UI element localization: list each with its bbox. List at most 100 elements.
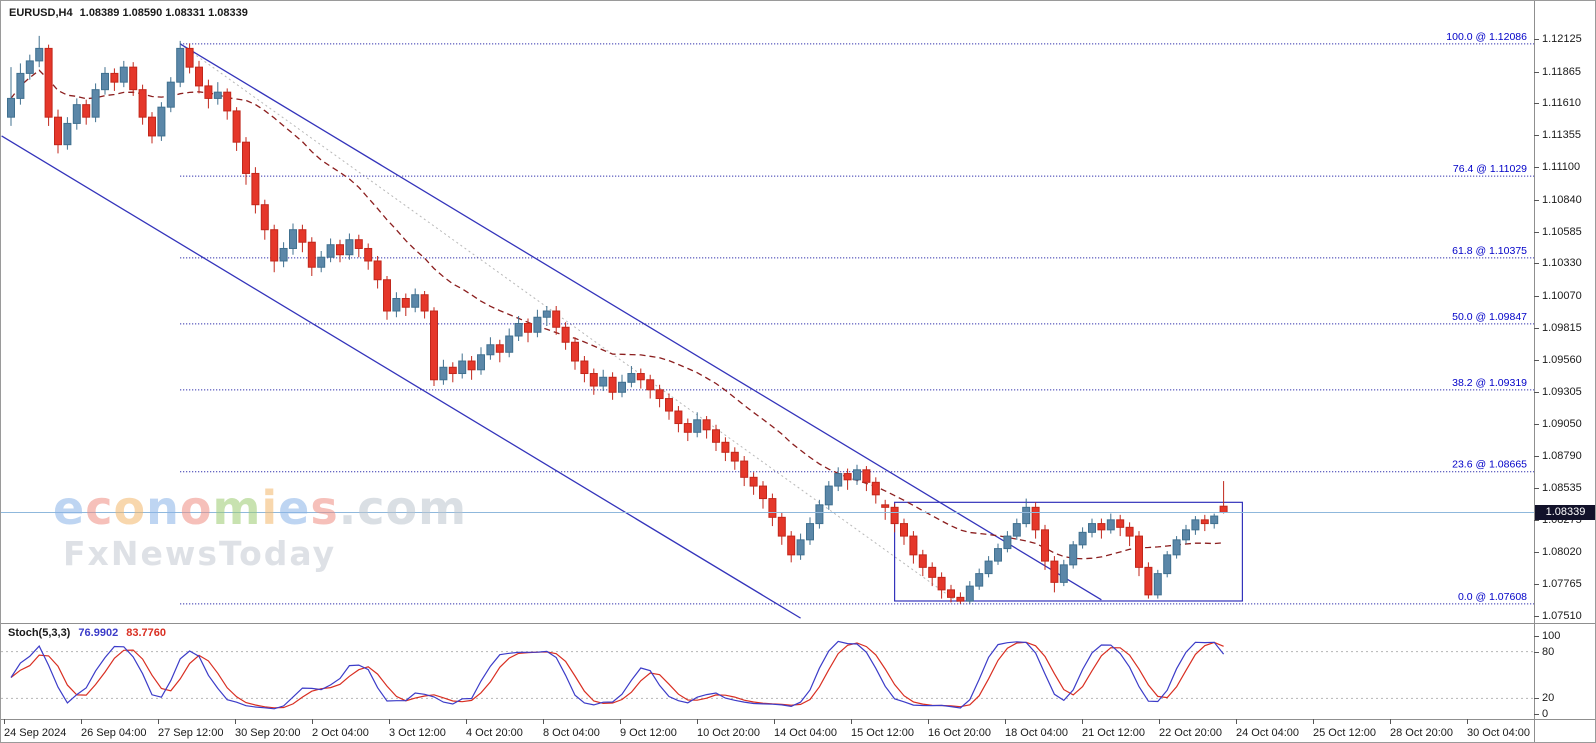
axis-tick xyxy=(543,719,544,724)
axis-tick xyxy=(1534,232,1539,233)
price-axis-label: 1.11610 xyxy=(1542,97,1581,109)
candlestick xyxy=(589,373,598,387)
time-axis-label: 22 Oct 20:00 xyxy=(1159,727,1222,739)
candlestick xyxy=(1219,505,1228,513)
candlestick xyxy=(618,381,626,393)
candlestick xyxy=(242,141,250,174)
candlestick xyxy=(430,310,438,381)
candlestick xyxy=(815,504,824,525)
price-axis-label: 1.09305 xyxy=(1542,386,1582,398)
axis-tick xyxy=(1534,652,1539,653)
axis-tick xyxy=(1534,296,1539,297)
price-axis[interactable]: 1.12125 1.11865 1.11610 1.11355 1.11100 1.108… xyxy=(1534,1,1595,742)
time-axis-label: 21 Oct 12:00 xyxy=(1082,727,1145,739)
candlestick xyxy=(270,229,279,262)
price-axis-label: 1.11865 xyxy=(1542,66,1581,78)
candlestick xyxy=(1106,519,1115,531)
time-axis-label: 27 Sep 12:00 xyxy=(158,727,224,739)
stoch-axis-label: 20 xyxy=(1542,692,1555,704)
candlestick xyxy=(354,239,363,249)
time-axis-label: 10 Oct 20:00 xyxy=(697,727,760,739)
price-axis-label: 1.10330 xyxy=(1542,257,1582,269)
axis-tick xyxy=(158,719,159,724)
axis-tick xyxy=(1534,636,1539,637)
candlestick xyxy=(796,539,805,556)
candlestick xyxy=(16,72,25,99)
axis-tick xyxy=(1534,135,1539,136)
candlestick xyxy=(683,423,692,433)
fib-level-label: 0.0 @ 1.07608 xyxy=(1458,591,1527,603)
time-axis-label: 24 Oct 04:00 xyxy=(1236,727,1299,739)
axis-separator xyxy=(1,719,1595,720)
candlestick xyxy=(787,535,796,556)
candlestick xyxy=(1172,539,1181,556)
price-chart-canvas[interactable]: 100.0 @ 1.12086 76.4 @ 1.11029 61.8 @ 1.10… xyxy=(1,1,1534,623)
fib-level-label: 76.4 @ 1.11029 xyxy=(1453,163,1527,175)
candlestick xyxy=(148,116,156,137)
price-axis-label: 1.11355 xyxy=(1542,129,1581,141)
candlestick xyxy=(298,229,307,243)
current-price-badge: 1.08339 xyxy=(1535,505,1595,520)
axis-tick xyxy=(1313,719,1314,724)
candlestick xyxy=(101,72,109,91)
candlestick xyxy=(1069,544,1078,566)
candlestick xyxy=(505,335,514,353)
candlestick xyxy=(35,47,44,62)
axis-tick xyxy=(81,719,82,724)
price-axis-label: 1.07510 xyxy=(1542,610,1582,622)
price-axis-label: 1.10840 xyxy=(1542,194,1582,206)
stoch-d-value: 83.7760 xyxy=(126,627,167,639)
time-axis-label: 26 Sep 04:00 xyxy=(81,727,147,739)
candlestick xyxy=(1144,566,1153,596)
price-axis-label: 1.10070 xyxy=(1542,290,1582,302)
time-axis[interactable]: 24 Sep 2024 26 Sep 04:00 27 Sep 12:00 30 Se… xyxy=(1,719,1534,742)
axis-tick xyxy=(928,719,929,724)
candlestick xyxy=(533,316,542,333)
axis-tick xyxy=(1534,584,1539,585)
axis-tick xyxy=(1534,167,1539,168)
axis-tick xyxy=(1534,488,1539,489)
candlestick xyxy=(542,310,551,318)
candlestick xyxy=(495,344,504,353)
symbol-timeframe-label: EURUSD,H4 xyxy=(9,7,73,19)
axis-tick xyxy=(312,719,313,724)
axis-tick xyxy=(1534,392,1539,393)
candlestick xyxy=(665,398,673,412)
candlestick xyxy=(373,260,382,281)
time-axis-label: 28 Oct 20:00 xyxy=(1390,727,1453,739)
stoch-axis-label: 100 xyxy=(1542,630,1561,642)
axis-tick xyxy=(774,719,775,724)
stochastic-panel-canvas[interactable] xyxy=(1,624,1534,719)
fib-level-label: 61.8 @ 1.10375 xyxy=(1452,245,1527,257)
candlestick xyxy=(928,566,937,578)
axis-tick xyxy=(389,719,390,724)
candlestick xyxy=(862,469,871,483)
axis-tick xyxy=(620,719,621,724)
candlestick xyxy=(552,310,561,328)
candlestick xyxy=(843,473,852,481)
candlestick xyxy=(336,244,344,256)
panel-separator[interactable] xyxy=(1,623,1595,624)
price-axis-label: 1.10585 xyxy=(1542,226,1582,238)
candlestick xyxy=(110,72,119,83)
candlestick xyxy=(448,366,457,375)
time-axis-label: 30 Oct 04:00 xyxy=(1467,727,1530,739)
candlestick xyxy=(514,323,523,337)
candlestick xyxy=(307,241,316,268)
candlestick xyxy=(486,344,495,356)
candlestick xyxy=(674,410,683,425)
fib-level-label: 100.0 @ 1.12086 xyxy=(1446,31,1527,43)
candlestick xyxy=(909,535,918,556)
time-axis-label: 30 Sep 20:00 xyxy=(235,727,301,739)
candlestick xyxy=(853,469,861,481)
candlestick xyxy=(740,460,749,478)
candlestick xyxy=(1022,506,1031,525)
axis-tick xyxy=(1534,424,1539,425)
candlestick xyxy=(890,506,899,525)
stoch-k-value: 76.9902 xyxy=(78,627,119,639)
candlestick xyxy=(524,323,532,333)
time-axis-label: 9 Oct 12:00 xyxy=(620,727,677,739)
candlestick xyxy=(777,516,786,537)
candlestick xyxy=(693,419,702,433)
candlestick xyxy=(467,360,476,371)
